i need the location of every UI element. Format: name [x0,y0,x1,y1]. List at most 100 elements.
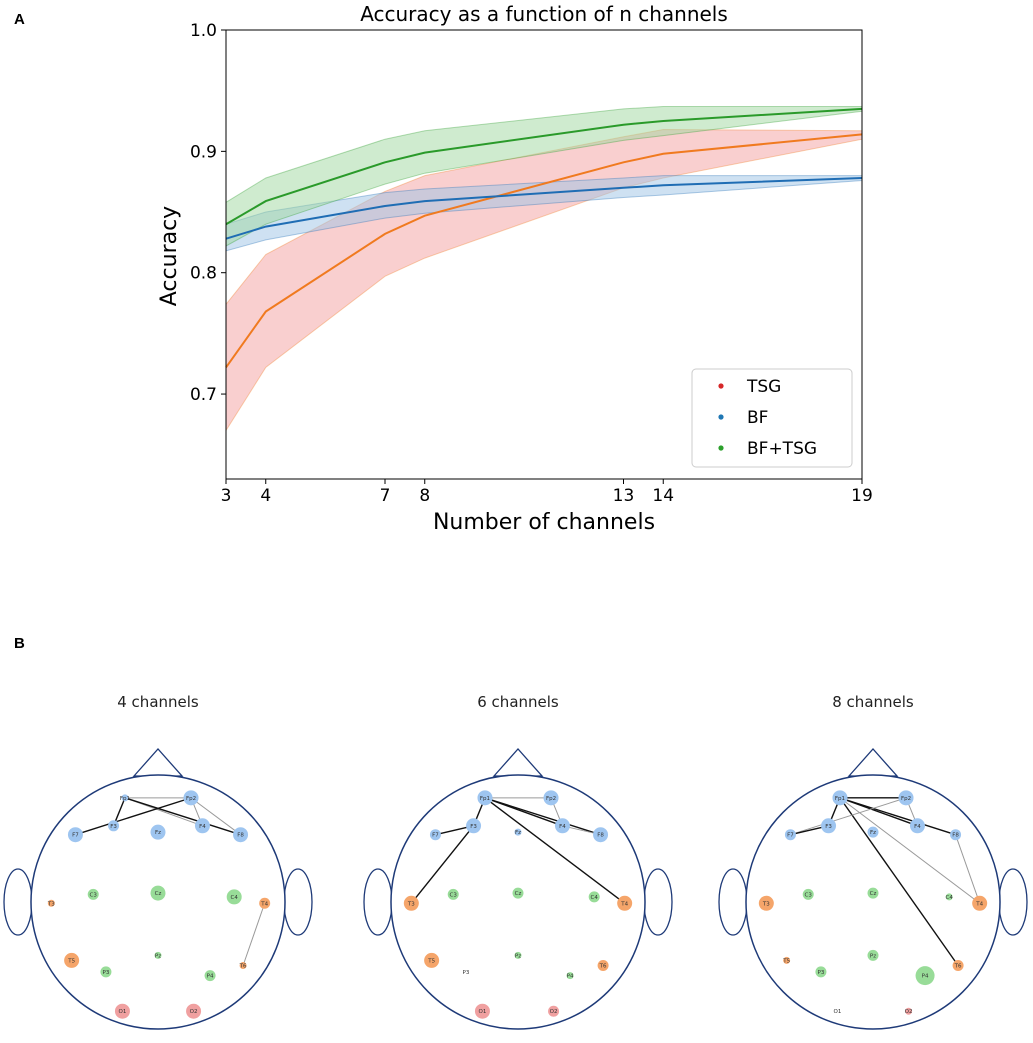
electrode-label: Cz [155,891,162,897]
electrode-node [87,888,99,900]
x-axis-ticks: 3 4 7 8 13 14 19 [221,479,873,506]
x-tick-label: 4 [260,486,271,506]
electrode-node [194,818,210,834]
electrode-node [815,966,827,978]
connection-edge [242,903,266,966]
connection-edge [75,797,192,836]
left-ear-shape [363,868,393,936]
electrode-node [514,951,522,959]
electrode-label: T4 [260,901,268,907]
legend-box [691,368,853,468]
electrode-label: P4 [567,974,574,980]
y-axis-title: Accuracy [157,206,182,306]
series-lines [225,107,863,368]
y-tick-label: 0.8 [190,264,217,284]
electrode-label: C3 [805,892,813,898]
x-axis-title: Number of channels [433,510,655,535]
electrode-node [832,790,848,806]
electrode-label: F4 [199,824,206,830]
electrode-node [512,887,524,899]
electrode-label: T6 [954,964,962,970]
connection-edge [190,797,241,836]
electrode-node [233,827,249,843]
electrode-label: Fp1 [835,796,845,802]
electrode-label: F8 [597,833,604,839]
electrode-label: O1 [479,1009,487,1015]
connection-edge [839,797,980,904]
electrode-label: Fp2 [186,796,196,802]
electrode-node [821,818,837,834]
electrode-label: F7 [432,833,439,839]
electrode-label: O1 [834,1009,842,1015]
electrode-label: C4 [231,895,239,901]
electrode-label: O2 [550,1009,558,1015]
legend-marker-bf-tsg [718,445,724,451]
electrode-node [617,895,633,911]
electrode-node [150,824,166,840]
left-ear-shape [3,868,33,936]
connection-edge [839,797,959,966]
electrode-node [784,829,796,841]
electrode-label: P3 [818,970,825,976]
electrode-label: T3 [47,901,55,907]
electrode-label: Fp2 [546,796,556,802]
x-tick-label: 13 [613,486,635,506]
electrode-label: C3 [90,892,98,898]
electrode-label: O2 [190,1009,198,1015]
y-axis-ticks: 0.7 0.8 0.9 1.0 [190,21,226,405]
connection-edge [124,797,241,836]
electrode-label: F3 [470,824,477,830]
connection-edge [484,797,601,836]
left-ear-shape [718,868,748,936]
plot-area: 3 4 7 8 13 14 19 0.7 0.8 0.9 1.0 Number of channe… [157,21,873,535]
electrode-node [950,829,962,841]
electrode-label: F3 [825,824,832,830]
electrode-label: T5 [782,958,790,964]
legend-marker-bf [718,414,724,420]
electrode-node [783,956,791,964]
head-outline [745,774,1001,1030]
electrode-node [905,1007,913,1015]
head-outline [390,774,646,1030]
electrode-label: Cz [870,891,877,897]
electrode-node [867,887,879,899]
x-tick-label: 8 [419,486,430,506]
electrode-label: Pz [155,953,161,959]
electrode-label: T3 [407,901,415,907]
electrode-node [867,826,879,838]
electrode-label: T4 [620,901,628,907]
electrode-label: P4 [207,974,214,980]
electrode-label: Fp2 [901,796,911,802]
electrode-label: C3 [450,892,458,898]
electrode-label: F8 [952,833,959,839]
electrode-node [952,960,964,971]
electrode-node [67,827,83,843]
electrode-label: C4 [591,895,599,901]
electrode-node [867,949,879,961]
electrode-label: F4 [559,824,566,830]
x-tick-label: 7 [380,486,391,506]
legend-label: TSG [746,377,781,397]
electrode-node [554,818,570,834]
electrode-node [424,952,440,968]
electrode-node [108,820,120,832]
electrode-node [114,1003,130,1019]
chart-title: Accuracy as a function of n channels [360,2,728,26]
electrode-node [898,790,914,806]
electrode-label: Fp1 [120,796,130,802]
electrode-node [403,895,419,911]
electrode-node [64,952,80,968]
legend-label: BF+TSG [747,439,817,459]
electrode-node [259,897,271,909]
head-map-2: 6 channels Fp1 Fp2 F3 F7 Fz F4 F8 T3 C3 Cz C4 T4 T5 P3… [363,693,673,1030]
electrode-label: P3 [463,970,470,976]
head-map-title: 6 channels [477,693,559,711]
electrode-node [121,794,129,802]
electrode-node [239,962,247,969]
head-map-title: 8 channels [832,693,914,711]
electrode-node [972,895,988,911]
y-tick-label: 0.7 [190,385,217,405]
electrode-label: T3 [762,901,770,907]
electrode-node [183,790,199,806]
